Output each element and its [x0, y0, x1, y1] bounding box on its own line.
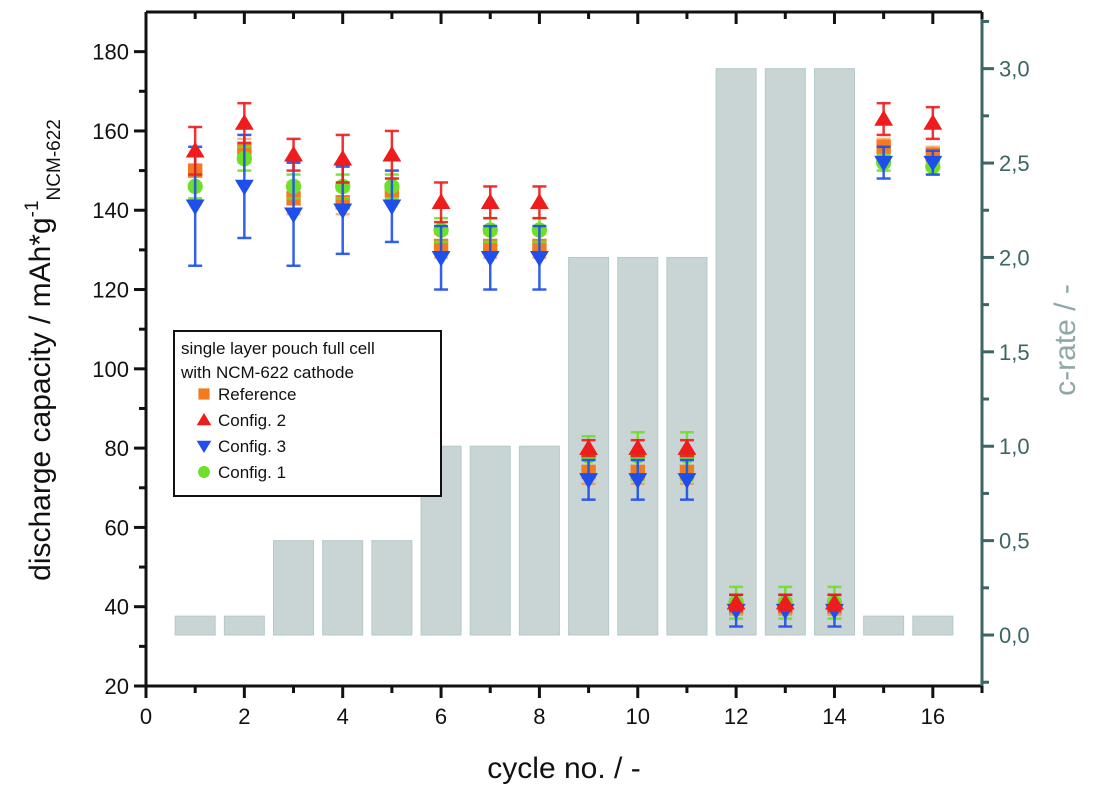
c-rate-bar: [764, 68, 806, 636]
marker-triangle-down: [677, 473, 697, 489]
c-rate-bar: [912, 615, 954, 636]
marker-triangle-down: [923, 155, 943, 172]
c-rate-bar: [715, 68, 757, 636]
marker-triangle-up: [775, 593, 795, 610]
y-tick-label: 160: [92, 119, 129, 144]
c-rate-bar: [273, 540, 315, 636]
x-axis-title: cycle no. / -: [487, 752, 640, 785]
marker-triangle-up: [234, 114, 254, 130]
marker-triangle-up: [431, 193, 451, 210]
series-config-2: [185, 101, 943, 612]
x-tick-label: 14: [822, 704, 846, 729]
legend-entry-label: Reference: [218, 385, 296, 404]
y2-tick-label: 2,0: [999, 245, 1030, 270]
legend-title-line-1: single layer pouch full cell: [181, 339, 375, 358]
marker-triangle-up: [529, 193, 549, 210]
y2-tick-label: 1,0: [999, 434, 1030, 459]
marker-triangle-up: [196, 413, 212, 426]
x-tick-label: 16: [921, 704, 945, 729]
marker-square: [198, 388, 210, 400]
marker-triangle-up: [677, 439, 697, 455]
marker-triangle-down: [196, 440, 212, 453]
y2-tick-label: 3,0: [999, 57, 1030, 82]
legend-entry: Reference: [198, 385, 296, 404]
marker-triangle-down: [529, 251, 549, 267]
legend-entry: Config. 2: [196, 411, 286, 430]
c-rate-bar: [518, 445, 560, 636]
marker-triangle-down: [874, 155, 894, 172]
marker-triangle-up: [333, 149, 353, 166]
marker-triangle-down: [382, 199, 402, 216]
y-axis-title-main: discharge capacity / mAh*g: [24, 217, 57, 581]
y-axis-title-sup: -1: [22, 200, 43, 217]
c-rate-bar: [813, 68, 855, 636]
axes: 0 2 4 6 8 10 12 14 16 20 40 60 80 100 120 140 160 180 0,0 0…: [92, 10, 1030, 729]
c-rate-bar: [863, 615, 905, 636]
marker-triangle-up: [185, 141, 205, 158]
x-tick-label: 4: [337, 704, 349, 729]
marker-triangle-up: [726, 593, 746, 610]
svg-text:discharge capacity / mAh*g-1NC: discharge capacity / mAh*g-1NCM-622: [22, 119, 65, 581]
legend-title-line-2: with NCM-622 cathode: [180, 363, 354, 382]
data-points: [185, 101, 943, 628]
marker-circle: [198, 466, 210, 478]
marker-triangle-up: [825, 593, 844, 610]
x-tick-label: 6: [435, 704, 447, 729]
marker-triangle-down: [579, 473, 599, 489]
marker-triangle-down: [234, 179, 254, 196]
y2-tick-label: 0,0: [999, 623, 1030, 648]
y-tick-label: 20: [105, 674, 129, 699]
x-tick-label: 12: [724, 704, 748, 729]
c-rate-bar: [174, 615, 216, 636]
marker-triangle-up: [628, 439, 648, 455]
x-tick-label: 0: [140, 704, 152, 729]
c-rate-bar: [322, 540, 364, 636]
legend-entry: Config. 3: [196, 437, 286, 456]
y2-tick-label: 0,5: [999, 529, 1030, 554]
legend: single layer pouch full cell with NCM-62…: [173, 330, 442, 497]
y-tick-label: 60: [105, 515, 129, 540]
marker-triangle-down: [431, 251, 451, 267]
y-tick-label: 100: [92, 357, 129, 382]
y2-axis-title: c-rate / -: [1049, 284, 1082, 396]
y-tick-label: 180: [92, 40, 129, 65]
marker-triangle-up: [923, 114, 943, 130]
y2-axis-title-text: c-rate / -: [1049, 284, 1082, 396]
legend-box: [173, 330, 442, 497]
legend-entry: Config. 1: [198, 463, 286, 482]
marker-triangle-down: [333, 203, 353, 220]
marker-triangle-up: [874, 110, 894, 126]
marker-triangle-up: [382, 145, 402, 162]
marker-triangle-up: [480, 193, 500, 210]
y2-tick-label: 1,5: [999, 340, 1030, 365]
y-axis-title-sub: NCM-622: [44, 119, 65, 200]
y-tick-label: 80: [105, 436, 129, 461]
marker-triangle-down: [185, 199, 205, 216]
y-tick-label: 40: [105, 595, 129, 620]
marker-triangle-up: [284, 145, 303, 162]
marker-triangle-down: [284, 207, 303, 224]
marker-triangle-down: [480, 251, 500, 267]
x-tick-label: 8: [533, 704, 545, 729]
c-rate-bar: [371, 540, 413, 636]
c-rate-bar: [469, 445, 511, 636]
y-axis-title: discharge capacity / mAh*g-1NCM-622: [22, 119, 65, 581]
marker-triangle-down: [628, 473, 648, 489]
y-tick-label: 120: [92, 278, 129, 303]
c-rate-bar: [223, 615, 265, 636]
marker-triangle-up: [579, 439, 599, 455]
legend-entry-label: Config. 2: [218, 411, 286, 430]
x-tick-label: 2: [238, 704, 250, 729]
legend-entry-label: Config. 1: [218, 463, 286, 482]
y-tick-label: 140: [92, 198, 129, 223]
y2-tick-label: 2,5: [999, 151, 1030, 176]
legend-entry-label: Config. 3: [218, 437, 286, 456]
x-tick-label: 10: [626, 704, 650, 729]
